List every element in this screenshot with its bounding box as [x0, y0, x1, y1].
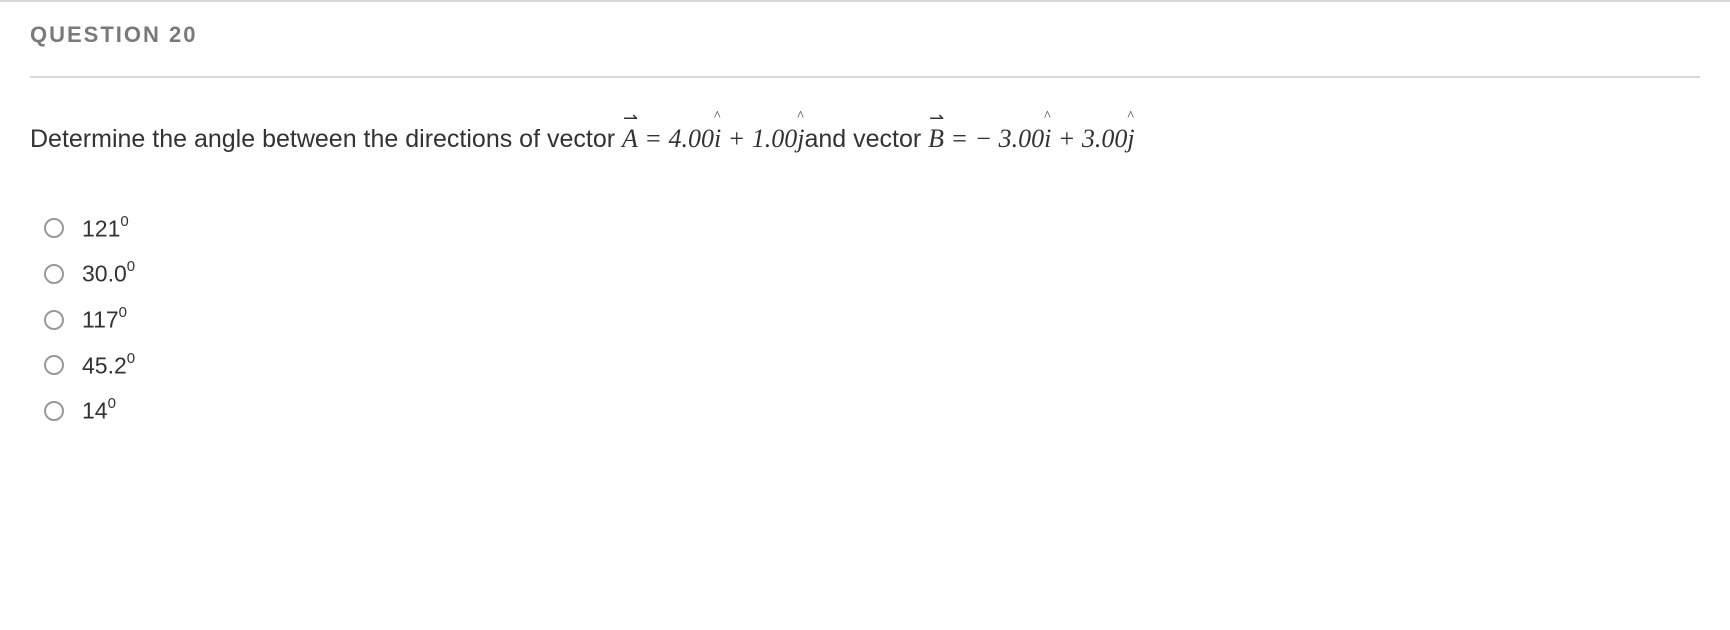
option-row: 30.00 — [44, 260, 1700, 288]
option-row: 45.20 — [44, 352, 1700, 380]
option-radio-1[interactable] — [44, 218, 64, 238]
arrow-icon: ⇀ — [623, 104, 638, 133]
option-radio-2[interactable] — [44, 264, 64, 284]
option-label: 1210 — [82, 215, 129, 243]
option-row: 1210 — [44, 215, 1700, 243]
options-group: 1210 30.00 1170 45.20 140 — [30, 215, 1700, 425]
divider — [30, 76, 1700, 78]
option-label: 1170 — [82, 306, 127, 334]
arrow-icon: ⇀ — [929, 104, 944, 133]
j-hat-icon: ^j — [797, 118, 804, 160]
j-hat-icon: ^j — [1127, 118, 1134, 160]
option-label: 140 — [82, 397, 116, 425]
i-hat-icon: ^i — [1044, 118, 1051, 160]
i-hat-icon: ^i — [714, 118, 721, 160]
vector-a-expression: ⇀A = 4.00^i + 1.00^j — [622, 124, 804, 153]
question-number-header: QUESTION 20 — [30, 22, 1700, 48]
option-radio-5[interactable] — [44, 401, 64, 421]
option-row: 1170 — [44, 306, 1700, 334]
prompt-mid: and vector — [804, 125, 928, 153]
option-radio-4[interactable] — [44, 355, 64, 375]
option-label: 30.00 — [82, 260, 135, 288]
question-prompt: Determine the angle between the directio… — [30, 118, 1700, 160]
vector-b-expression: ⇀B = − 3.00^i + 3.00^j — [928, 124, 1135, 153]
vector-b-symbol: ⇀B — [928, 118, 944, 160]
option-label: 45.20 — [82, 352, 135, 380]
option-radio-3[interactable] — [44, 310, 64, 330]
vector-a-symbol: ⇀A — [622, 118, 638, 160]
question-container: QUESTION 20 Determine the angle between … — [0, 0, 1730, 483]
prompt-prefix: Determine the angle between the directio… — [30, 125, 622, 153]
option-row: 140 — [44, 397, 1700, 425]
